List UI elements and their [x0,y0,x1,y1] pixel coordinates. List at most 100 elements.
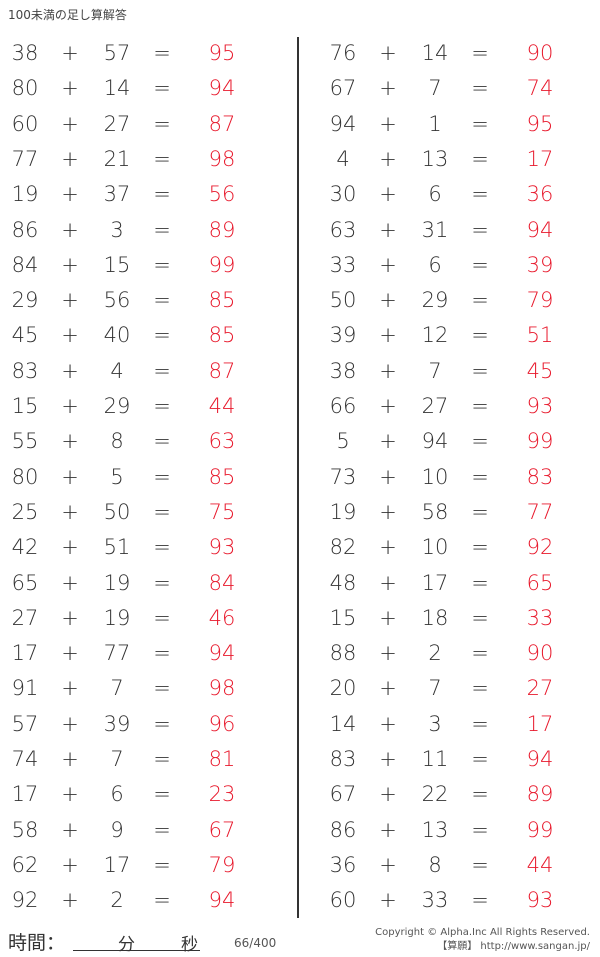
problem-row: 67 +22 = 89 [323,777,600,812]
answer: 98 [208,146,236,171]
operand-a: 38 [329,358,357,383]
operand-a: 19 [329,499,357,524]
equals-sign: = [153,535,171,560]
problem-row: 74 +7 = 81 [5,742,295,777]
equals-sign: = [153,888,171,913]
plus-sign: + [61,888,79,913]
answer: 17 [526,146,554,171]
equals-sign: = [153,570,171,595]
plus-sign: + [61,570,79,595]
problem-row: 63 +31 = 94 [323,213,600,248]
equals-sign: = [471,852,489,877]
problem-row: 14 +3 = 17 [323,707,600,742]
equals-sign: = [471,429,489,454]
operand-a: 19 [11,182,39,207]
equals-sign: = [153,252,171,277]
operand-a: 4 [336,146,350,171]
operand-a: 62 [11,852,39,877]
answer: 99 [208,252,236,277]
operand-b: 27 [103,111,131,136]
operand-b: 6 [110,782,124,807]
operand-b: 51 [103,535,131,560]
problem-row: 36 +8 = 44 [323,848,600,883]
answer: 67 [208,817,236,842]
problem-row: 15 +29 = 44 [5,389,295,424]
answer: 46 [208,605,236,630]
problem-row: 83 +11 = 94 [323,742,600,777]
plus-sign: + [61,429,79,454]
problem-row: 94 +1 = 95 [323,107,600,142]
answer: 51 [526,323,554,348]
equals-sign: = [153,499,171,524]
answer: 87 [208,111,236,136]
problem-row: 80 +5 = 85 [5,460,295,495]
operand-a: 65 [11,570,39,595]
equals-sign: = [153,394,171,418]
operand-a: 82 [329,535,357,560]
problem-row: 82 +10 = 92 [323,530,600,565]
operand-b: 2 [110,888,124,913]
plus-sign: + [379,288,397,313]
equals-sign: = [153,747,171,771]
equals-sign: = [153,676,171,701]
plus-sign: + [61,499,79,524]
operand-a: 39 [329,323,357,348]
answer: 96 [208,711,236,736]
equals-sign: = [153,111,171,136]
plus-sign: + [379,464,397,489]
plus-sign: + [61,605,79,630]
operand-a: 20 [329,676,357,701]
plus-sign: + [61,182,79,207]
plus-sign: + [379,217,397,242]
answer: 63 [208,429,236,454]
operand-a: 94 [329,111,357,136]
plus-sign: + [379,852,397,877]
problem-row: 55 +8 = 63 [5,424,295,459]
answer: 89 [526,782,554,807]
operand-b: 50 [103,499,131,524]
equals-sign: = [471,570,489,595]
operand-a: 33 [329,252,357,277]
answer: 92 [526,535,554,560]
plus-sign: + [61,676,79,701]
problem-row: 86 +13 = 99 [323,813,600,848]
operand-b: 21 [103,146,131,171]
plus-sign: + [379,535,397,560]
answer: 44 [208,394,236,418]
operand-b: 19 [103,605,131,630]
operand-b: 12 [421,323,449,348]
operand-b: 4 [110,358,124,383]
equals-sign: = [153,288,171,313]
plus-sign: + [379,817,397,842]
problem-row: 17 +77 = 94 [5,636,295,671]
operand-b: 5 [110,464,124,489]
plus-sign: + [61,288,79,313]
operand-a: 60 [11,111,39,136]
operand-a: 42 [11,535,39,560]
equals-sign: = [471,747,489,771]
problem-row: 48 +17 = 65 [323,566,600,601]
problem-row: 84 +15 = 99 [5,248,295,283]
answer: 85 [208,288,236,313]
equals-sign: = [471,217,489,242]
operand-b: 3 [110,217,124,242]
answer: 45 [526,358,554,383]
problem-row: 27 +19 = 46 [5,601,295,636]
equals-sign: = [153,711,171,736]
answer: 99 [526,429,554,454]
problem-row: 86 +3 = 89 [5,213,295,248]
operand-b: 13 [421,817,449,842]
operand-b: 18 [421,605,449,630]
equals-sign: = [153,641,171,666]
minutes-label: 分 [118,935,135,955]
operand-b: 7 [110,676,124,701]
operand-a: 86 [11,217,39,242]
plus-sign: + [379,747,397,771]
problem-row: 50 +29 = 79 [323,283,600,318]
plus-sign: + [61,76,79,101]
operand-b: 10 [421,535,449,560]
operand-a: 83 [329,747,357,771]
operand-a: 45 [11,323,39,348]
plus-sign: + [61,464,79,489]
time-label: 時間： [8,932,66,954]
